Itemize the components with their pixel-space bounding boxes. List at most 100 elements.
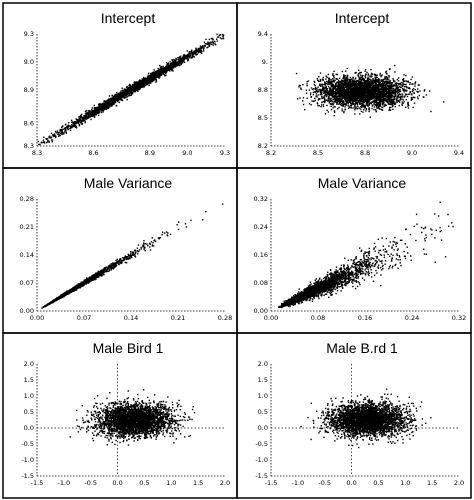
scatter-point [142,76,145,79]
scatter-point [199,51,201,54]
scatter-point [77,119,80,122]
scatter-point [147,82,149,84]
scatter-point [359,100,361,102]
scatter-point [188,51,191,53]
scatter-point [367,75,369,77]
scatter-point [98,112,100,114]
scatter-point [315,95,317,97]
scatter-point [156,76,158,78]
scatter-point [405,85,407,88]
scatter-point [171,66,173,69]
scatter-point [213,40,216,43]
scatter-point [360,71,363,74]
scatter-point [418,94,421,97]
scatter-point [150,75,153,78]
scatter-point [81,117,83,119]
scatter-point [171,65,173,68]
scatter-point [332,75,335,78]
scatter-point [385,77,387,79]
scatter-point [305,92,308,95]
scatter-point [393,91,395,93]
scatter-point [360,99,363,102]
scatter-point [197,47,200,50]
scatter-point [306,97,308,99]
scatter-point [321,97,323,100]
y-tick-label: 8.3 [24,142,34,150]
scatter-point [319,72,322,74]
scatter-point [64,127,67,129]
scatter-point [320,92,323,94]
scatter-point [342,87,345,89]
scatter-point [364,88,367,91]
scatter-point [103,104,105,106]
scatter-point [190,53,192,56]
scatter-point [182,58,185,61]
scatter-point [374,101,377,104]
scatter-point [392,108,394,111]
scatter-point [110,105,112,107]
scatter-point [186,58,188,60]
scatter-point [374,109,377,111]
scatter-point [135,82,138,84]
scatter-point [141,84,143,86]
scatter-point [92,112,94,114]
scatter-point [135,81,137,84]
scatter-point [298,86,300,88]
data-points [295,64,445,118]
scatter-point [135,84,137,87]
scatter-point [110,97,113,99]
scatter-point [163,70,165,73]
scatter-point [52,134,55,136]
scatter-point [90,115,93,117]
scatter-point [302,83,304,86]
scatter-point [394,71,396,73]
scatter-point [50,137,52,139]
scatter-point [306,80,308,83]
scatter-point [107,100,110,102]
scatter-point [379,104,381,106]
scatter-point [393,95,395,98]
scatter-point [187,53,189,56]
scatter-point [295,72,298,75]
scatter-point [86,115,88,118]
scatter-point [403,77,405,80]
scatter-point [430,110,432,113]
scatter-point [339,83,342,85]
scatter-point [332,98,334,101]
scatter-point [63,131,66,133]
scatter-point [387,96,390,99]
scatter-point [193,50,195,53]
scatter-point [195,51,197,53]
scatter-point [67,128,70,131]
scatter-point [176,63,179,66]
scatter-point [398,83,401,85]
scatter-point [208,38,211,41]
scatter-point [120,90,122,92]
scatter-point [91,112,94,115]
scatter-point [216,40,219,42]
scatter-point [208,45,211,48]
scatter-point [112,103,114,105]
scatter-point [83,119,85,121]
scatter-point [171,60,174,62]
scatter-point [384,103,386,106]
scatter-point [132,83,134,86]
scatter-point [144,77,146,79]
scatter-point [394,84,396,87]
scatter-point [378,100,381,102]
scatter-point [365,102,368,105]
scatter-point [314,81,316,84]
scatter-point [104,101,106,103]
scatter-point [52,135,55,138]
scatter-point [99,102,101,105]
scatter-point [195,54,197,56]
scatter-point [222,37,225,40]
scatter-point [130,85,133,88]
scatter-point [356,108,359,110]
scatter-point [158,74,161,77]
scatter-point [70,119,73,122]
scatter-point [147,74,150,76]
scatter-point [398,101,401,103]
scatter-point [382,78,384,81]
scatter-point [149,79,151,81]
